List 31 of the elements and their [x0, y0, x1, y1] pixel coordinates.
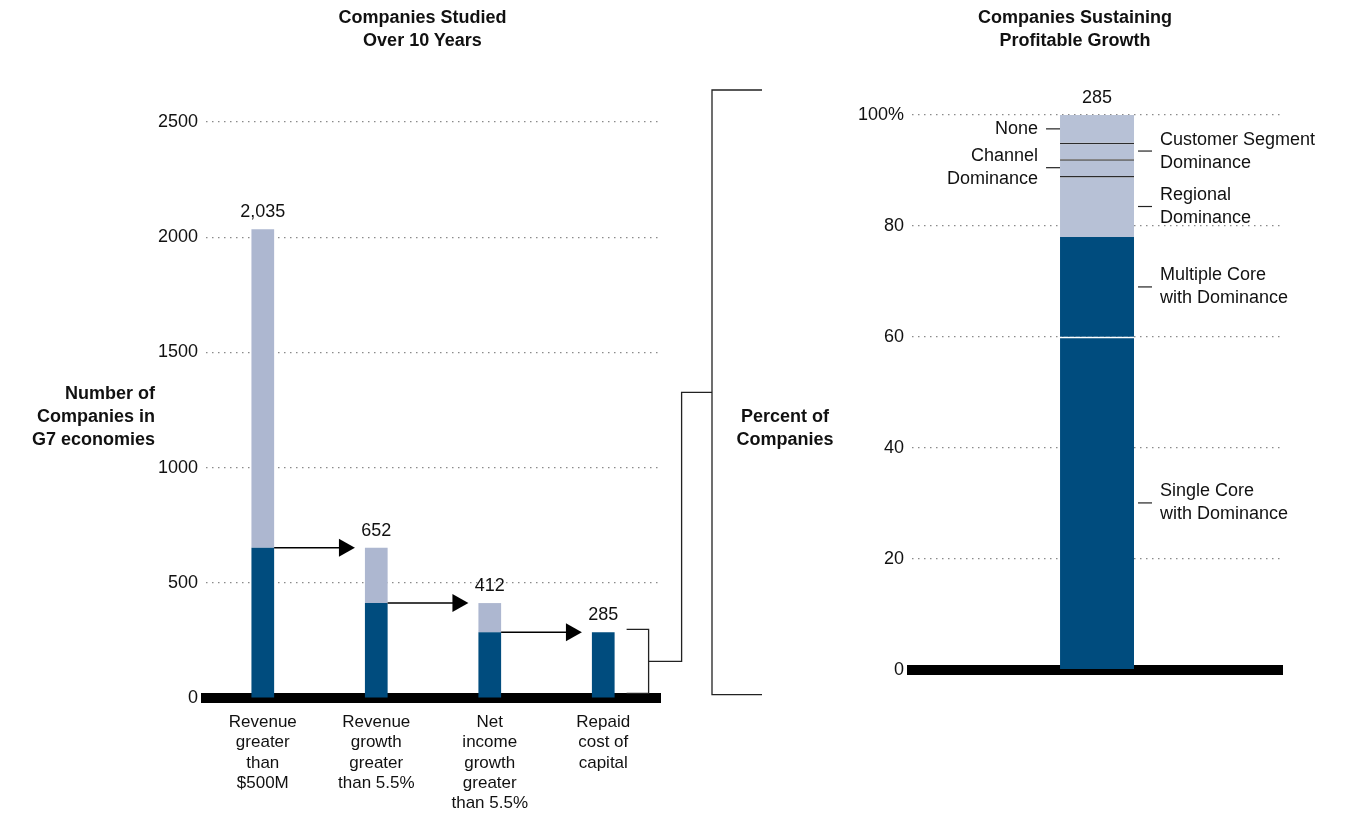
- annotation: 285: [1082, 86, 1113, 107]
- series-label: Customer Segment Dominance: [1160, 128, 1316, 172]
- series-label: Single Core with Dominance: [1159, 480, 1289, 524]
- x-tick-label: Revenue greater than $500M: [228, 711, 297, 793]
- y-tick-label: 1500: [158, 341, 199, 362]
- y-axis-title: Number of Companies in G7 economies: [30, 382, 155, 451]
- total-label: 285: [588, 604, 619, 625]
- total-label: 412: [474, 575, 505, 596]
- y-tick-label: 0: [188, 686, 199, 707]
- y-tick-label: 500: [168, 571, 199, 592]
- y-tick-label: 40: [884, 436, 905, 457]
- x-tick-label: Net income growth greater than 5.5%: [451, 711, 529, 813]
- y-tick-label: 60: [884, 325, 905, 346]
- total-label: 2,035: [240, 201, 286, 222]
- x-tick-label: Revenue growth greater than 5.5%: [338, 711, 415, 793]
- series-label: Multiple Core with Dominance: [1159, 264, 1289, 308]
- y-tick-label: 80: [884, 214, 905, 235]
- y-tick-label: 100%: [857, 103, 905, 124]
- y-tick-label: 2000: [158, 226, 199, 247]
- chart-title: Companies Studied Over 10 Years: [337, 6, 508, 52]
- y-axis-title: Percent of Companies: [735, 405, 835, 451]
- series-label: None: [994, 117, 1039, 138]
- y-tick-label: 0: [894, 658, 905, 679]
- total-label: 652: [361, 519, 392, 540]
- series-label: Channel Dominance: [946, 145, 1039, 189]
- y-tick-label: 1000: [158, 456, 199, 477]
- y-tick-label: 20: [884, 547, 905, 568]
- y-tick-label: 2500: [158, 110, 199, 131]
- x-tick-label: Repaid cost of capital: [576, 711, 631, 772]
- series-label: Regional Dominance: [1160, 183, 1252, 227]
- chart-title: Companies Sustaining Profitable Growth: [977, 6, 1173, 52]
